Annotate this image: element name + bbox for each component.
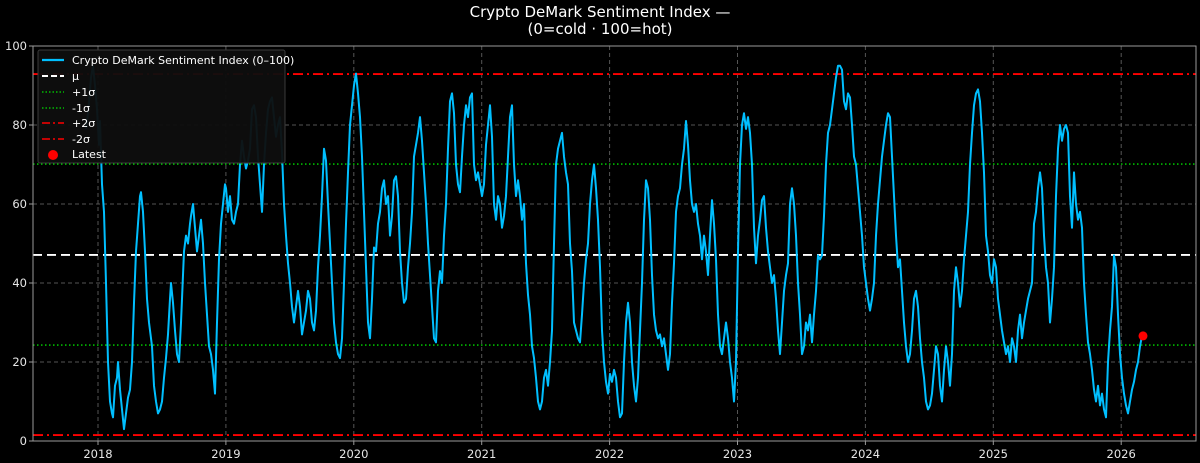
legend-item-mean: μ [72,70,79,83]
plot-frame [32,45,1197,442]
chart-subtitle: (0=cold · 100=hot) [528,20,673,38]
legend-item-plus1sigma: +1σ [72,86,95,99]
chart-title: Crypto DeMark Sentiment Index — [470,3,731,21]
x-tick-label: 2023 [723,447,752,461]
latest-point [1138,331,1148,341]
x-tick-label: 2019 [211,447,240,461]
legend-item-series: Crypto DeMark Sentiment Index (0–100) [72,54,294,67]
y-tick-label: 60 [12,197,27,211]
legend-box [37,49,286,164]
x-axis: 2018 2019 2020 2021 2022 2023 2024 2025 2026 [83,441,1136,461]
legend-item-minus2sigma: -2σ [72,133,90,146]
x-tick-label: 2022 [595,447,624,461]
legend-item-plus2sigma: +2σ [72,117,95,130]
legend: Crypto DeMark Sentiment Index (0–100) μ … [37,49,294,164]
y-axis: 0 20 40 60 80 100 [5,39,33,448]
x-tick-label: 2026 [1107,447,1136,461]
legend-latest-marker-icon [48,150,58,160]
y-tick-label: 20 [12,355,27,369]
x-tick-label: 2025 [979,447,1008,461]
legend-item-minus1sigma: -1σ [72,102,90,115]
legend-item-latest: Latest [72,148,107,161]
x-tick-label: 2021 [467,447,496,461]
y-tick-label: 0 [20,434,27,448]
y-tick-label: 40 [12,276,27,290]
y-tick-label: 80 [12,118,27,132]
x-tick-label: 2024 [851,447,880,461]
x-tick-label: 2018 [83,447,112,461]
reference-lines [33,73,1196,436]
x-tick-label: 2020 [339,447,368,461]
y-tick-label: 100 [5,39,27,53]
latest-marker [1138,331,1148,341]
